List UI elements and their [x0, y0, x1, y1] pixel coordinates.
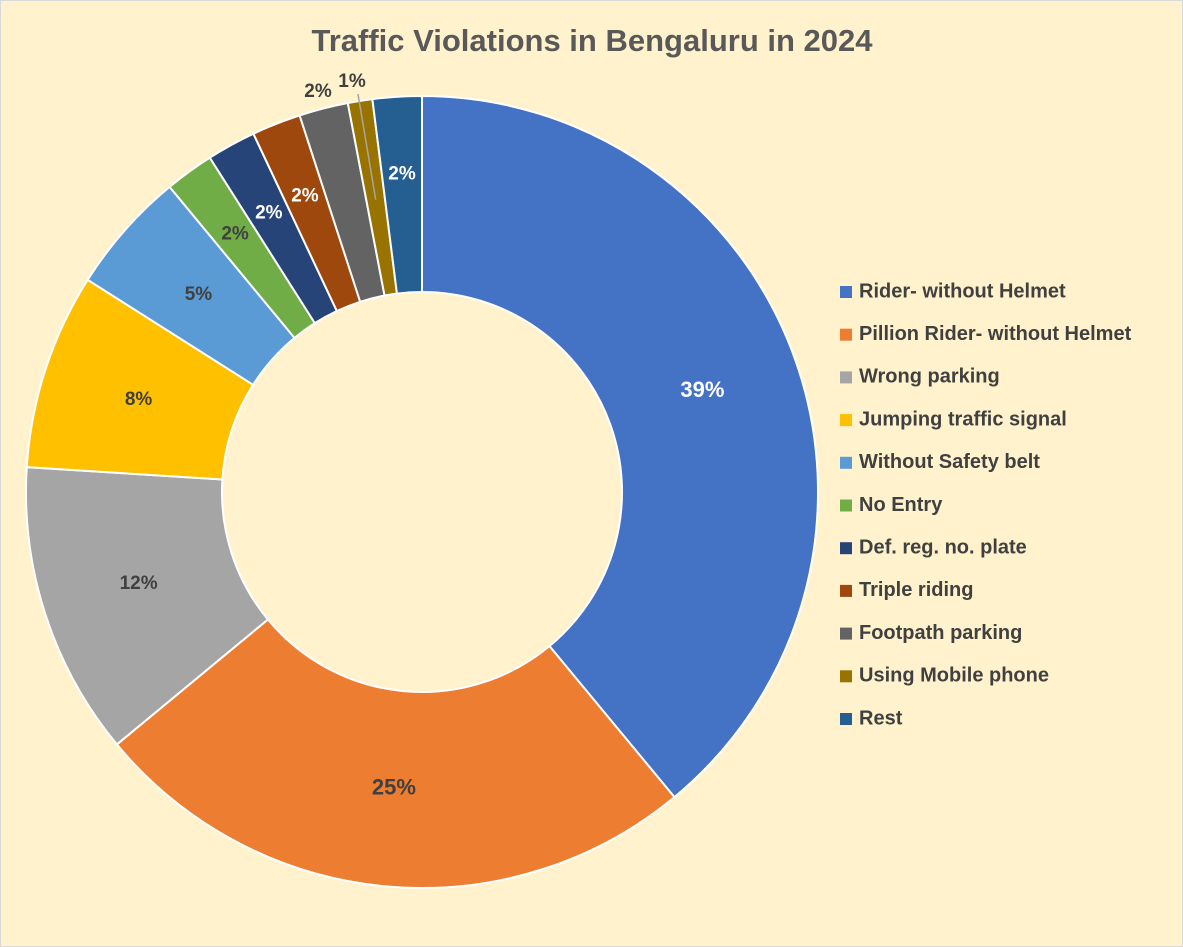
- legend-marker: [840, 713, 852, 725]
- data-label: 25%: [372, 774, 416, 799]
- legend-marker: [840, 414, 852, 427]
- legend-marker: [840, 499, 852, 512]
- slice: [421, 94, 819, 799]
- data-label: 2%: [388, 164, 416, 185]
- data-label: 2%: [255, 202, 283, 223]
- data-label: 1%: [338, 71, 366, 92]
- data-label: 2%: [221, 224, 249, 245]
- legend-label: Wrong parking: [859, 366, 1000, 388]
- legend-marker: [840, 456, 852, 469]
- data-label: 2%: [291, 185, 319, 206]
- legend-marker: [840, 670, 852, 683]
- chart-title: Traffic Violations in Bengaluru in 2024: [311, 23, 873, 58]
- data-label: 2%: [304, 81, 332, 102]
- slice: [371, 94, 423, 295]
- legend-marker: [840, 627, 852, 640]
- legend-label: Without Safety belt: [859, 451, 1040, 473]
- legend-label: Pillion Rider- without Helmet: [859, 323, 1132, 345]
- data-label: 8%: [125, 389, 153, 410]
- legend-marker: [840, 286, 852, 298]
- slice: [115, 618, 676, 889]
- legend-label: Rest: [859, 707, 903, 729]
- leader-line: [357, 93, 377, 200]
- data-label: 5%: [185, 284, 213, 305]
- legend-label: Rider- without Helmet: [859, 280, 1066, 302]
- slice: [25, 466, 270, 746]
- data-label: 12%: [120, 573, 158, 594]
- legend-label: Triple riding: [859, 579, 973, 601]
- legend-label: Def. reg. no. plate: [859, 536, 1027, 558]
- legend-marker: [840, 542, 852, 555]
- legend-label: Footpath parking: [859, 622, 1022, 644]
- legend-label: No Entry: [859, 494, 943, 516]
- legend-label: Jumping traffic signal: [859, 408, 1067, 430]
- legend-marker: [840, 328, 852, 341]
- data-label: 39%: [680, 377, 724, 402]
- legend-marker: [840, 584, 852, 597]
- legend-marker: [840, 371, 852, 384]
- legend-label: Using Mobile phone: [859, 665, 1049, 687]
